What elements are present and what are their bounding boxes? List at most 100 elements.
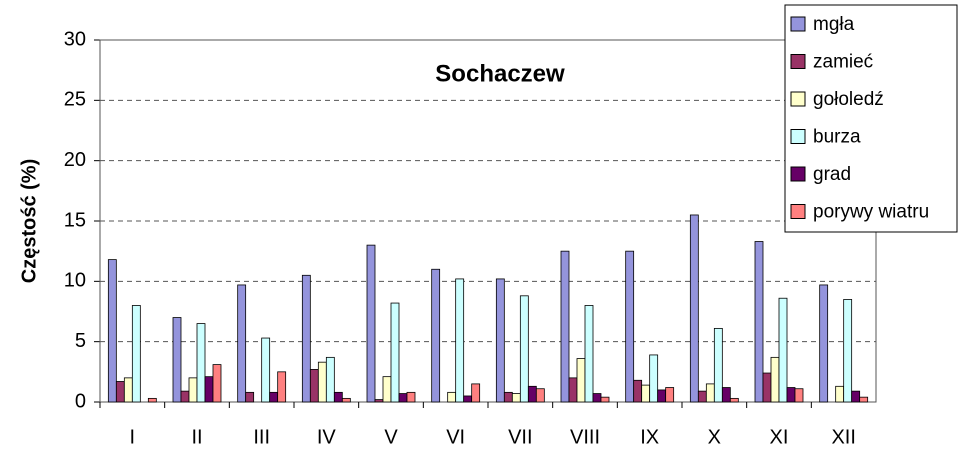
bar [519, 295, 529, 403]
bar [535, 388, 545, 403]
legend-swatch [790, 54, 806, 69]
x-tick-label: X [708, 426, 721, 448]
bar [527, 385, 537, 403]
bar [576, 358, 586, 403]
bar [794, 388, 804, 403]
bar [625, 250, 635, 403]
chart-title: Sochaczew [435, 60, 565, 87]
bar [269, 391, 279, 403]
legend-swatch [790, 129, 806, 144]
bar [245, 391, 255, 403]
bar [859, 396, 869, 403]
bar [188, 377, 198, 403]
bar [649, 354, 659, 403]
x-tick-label: III [253, 426, 270, 448]
bar [333, 391, 343, 403]
legend-label: burza [813, 127, 861, 148]
y-axis-label: Częstość (%) [18, 159, 40, 283]
bar [843, 299, 853, 403]
y-tick-label: 30 [64, 28, 86, 50]
bar [851, 390, 861, 403]
bar [697, 390, 707, 403]
bar [261, 337, 271, 403]
bar [560, 250, 570, 403]
bar [147, 397, 157, 403]
bar [366, 244, 376, 403]
legend-label: gołoledź [813, 89, 884, 110]
bar [641, 384, 651, 403]
bar [180, 390, 190, 403]
bar [503, 391, 513, 403]
bar [705, 383, 715, 403]
bar [172, 317, 182, 403]
x-tick-label: I [130, 426, 136, 448]
bar [600, 396, 610, 403]
x-tick-label: II [191, 426, 202, 448]
bar [754, 241, 764, 403]
bar [762, 372, 772, 403]
y-tick-label: 0 [75, 390, 86, 412]
x-tick-label: XII [831, 426, 855, 448]
bar [633, 379, 643, 403]
x-tick-label: VII [508, 426, 532, 448]
y-tick-label: 10 [64, 270, 86, 292]
bar [115, 381, 125, 403]
bar [770, 356, 780, 403]
bar [107, 259, 117, 403]
bar [212, 364, 222, 403]
bar [406, 391, 416, 403]
legend-label: porywy wiatru [813, 202, 929, 223]
bar [689, 214, 699, 403]
x-tick-label: IX [640, 426, 659, 448]
bar [657, 389, 667, 403]
bar [584, 305, 594, 403]
legend-swatch [790, 16, 806, 32]
bar [317, 361, 327, 403]
bar [665, 387, 675, 403]
bar [123, 377, 133, 403]
bar [374, 399, 384, 403]
bar [204, 376, 214, 403]
x-tick-label: XI [770, 426, 789, 448]
legend-swatch [790, 204, 806, 219]
x-tick-label: V [384, 426, 398, 448]
bar [568, 377, 578, 403]
y-tick-label: 25 [64, 89, 86, 111]
legend-swatch [790, 91, 806, 107]
legend-label: zamieć [813, 52, 873, 73]
bar [463, 395, 473, 403]
bar [495, 278, 505, 403]
bar [382, 376, 392, 403]
bar [277, 371, 287, 403]
bar [511, 393, 521, 403]
bar [721, 387, 731, 403]
bar [196, 323, 206, 403]
bar [431, 268, 441, 403]
bar [729, 397, 739, 403]
bar [819, 284, 829, 403]
legend-label: grad [813, 164, 851, 185]
bar [309, 369, 319, 403]
bar [713, 327, 723, 403]
bar [447, 391, 457, 403]
bar [471, 383, 481, 403]
x-tick-label: VIII [570, 426, 600, 448]
bar [592, 393, 602, 403]
bar [237, 284, 247, 403]
legend-label: mgła [813, 14, 855, 35]
bar [390, 302, 400, 403]
y-tick-label: 15 [64, 209, 86, 231]
x-tick-label: VI [446, 426, 465, 448]
bar [786, 387, 796, 403]
bar [778, 297, 788, 403]
bar [455, 278, 465, 403]
x-tick-label: IV [317, 426, 337, 448]
bar [131, 305, 141, 403]
bar [398, 393, 408, 403]
legend-box [784, 4, 958, 233]
bar [835, 385, 845, 403]
bar [341, 397, 351, 403]
y-tick-label: 5 [75, 330, 86, 352]
bar [301, 274, 311, 403]
